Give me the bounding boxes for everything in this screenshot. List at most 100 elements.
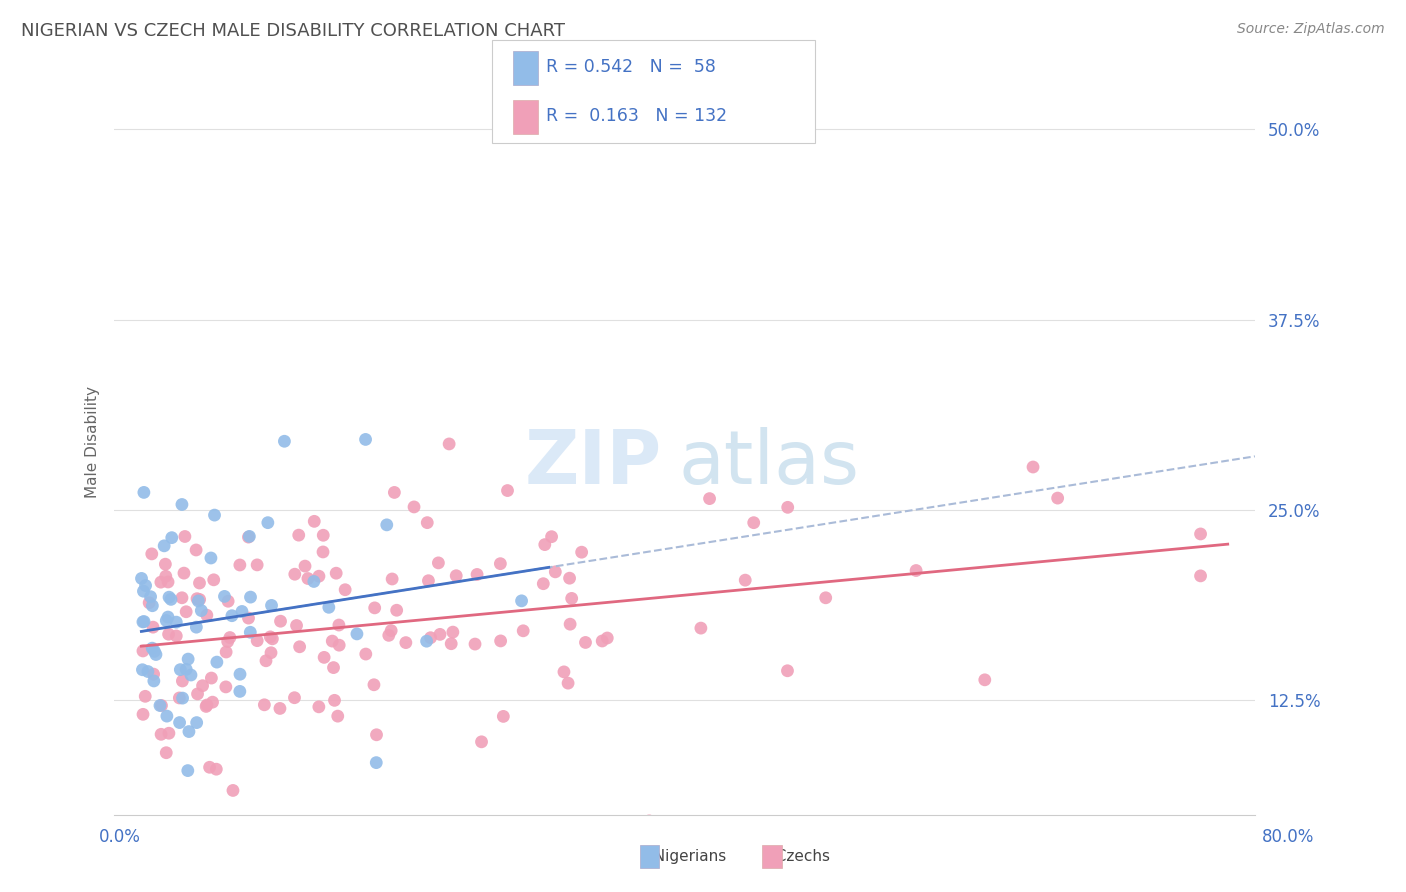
Point: [174, 662, 197, 676]
Point: [157, 574, 180, 589]
Point: [157, 726, 180, 740]
Point: [131, 571, 153, 585]
Point: [173, 566, 195, 581]
Point: [363, 678, 385, 692]
Point: [776, 500, 799, 515]
Point: [165, 629, 187, 643]
Point: [145, 648, 167, 662]
Point: [416, 516, 439, 530]
Point: [354, 433, 377, 447]
Point: [195, 699, 218, 714]
Point: [200, 551, 222, 566]
Point: [259, 630, 281, 644]
Point: [239, 625, 262, 640]
Point: [246, 558, 269, 572]
Point: [238, 529, 260, 543]
Point: [156, 610, 179, 624]
Text: Czechs: Czechs: [766, 849, 831, 863]
Point: [284, 567, 307, 582]
Point: [170, 498, 193, 512]
Point: [177, 652, 200, 666]
Point: [489, 557, 512, 571]
Point: [135, 578, 157, 592]
Point: [492, 709, 515, 723]
Point: [132, 644, 155, 658]
Point: [229, 667, 252, 681]
Point: [699, 491, 721, 506]
Point: [558, 571, 581, 585]
Point: [231, 604, 253, 618]
Point: [238, 530, 260, 544]
Point: [489, 634, 512, 648]
Point: [186, 715, 208, 730]
Point: [156, 709, 179, 723]
Point: [238, 611, 260, 625]
Point: [141, 641, 163, 656]
Point: [132, 485, 155, 500]
Point: [366, 756, 388, 770]
Point: [219, 631, 242, 645]
Point: [544, 565, 567, 579]
Point: [1189, 527, 1212, 541]
Point: [170, 591, 193, 605]
Point: [465, 567, 488, 582]
Point: [322, 660, 344, 674]
Y-axis label: Male Disability: Male Disability: [86, 385, 100, 498]
Point: [160, 592, 183, 607]
Point: [419, 631, 441, 645]
Point: [385, 603, 408, 617]
Point: [354, 647, 377, 661]
Point: [149, 698, 172, 713]
Point: [188, 576, 211, 591]
Point: [437, 437, 460, 451]
Point: [304, 514, 326, 528]
Point: [318, 600, 340, 615]
Point: [574, 635, 596, 649]
Point: [160, 531, 183, 545]
Point: [132, 584, 155, 599]
Text: NIGERIAN VS CZECH MALE DISABILITY CORRELATION CHART: NIGERIAN VS CZECH MALE DISABILITY CORREL…: [21, 22, 565, 40]
Point: [138, 596, 160, 610]
Point: [427, 556, 450, 570]
Point: [205, 762, 228, 776]
Point: [132, 615, 155, 629]
Point: [165, 615, 187, 629]
Point: [191, 679, 214, 693]
Point: [132, 615, 155, 629]
Point: [143, 644, 166, 658]
Point: [571, 545, 593, 559]
Point: [253, 698, 276, 712]
Point: [139, 590, 162, 604]
Point: [180, 668, 202, 682]
Point: [169, 715, 191, 730]
Text: Nigerians: Nigerians: [644, 849, 725, 863]
Point: [312, 528, 335, 542]
Point: [402, 500, 425, 514]
Point: [221, 608, 243, 623]
Point: [229, 558, 252, 572]
Point: [441, 625, 464, 640]
Point: [273, 434, 295, 449]
Point: [381, 572, 404, 586]
Point: [363, 600, 385, 615]
Point: [149, 575, 172, 590]
Text: 80.0%: 80.0%: [1263, 828, 1315, 846]
Point: [257, 516, 280, 530]
Point: [294, 559, 316, 574]
Point: [734, 573, 756, 587]
Point: [153, 539, 176, 553]
Point: [973, 673, 995, 687]
Point: [742, 516, 765, 530]
Point: [222, 783, 245, 797]
Point: [205, 655, 228, 669]
Point: [285, 618, 308, 632]
Point: [155, 569, 177, 583]
Point: [142, 673, 165, 688]
Point: [131, 663, 153, 677]
Point: [200, 671, 222, 685]
Point: [325, 566, 347, 581]
Point: [141, 599, 163, 613]
Point: [776, 664, 799, 678]
Point: [136, 665, 159, 679]
Point: [302, 574, 325, 589]
